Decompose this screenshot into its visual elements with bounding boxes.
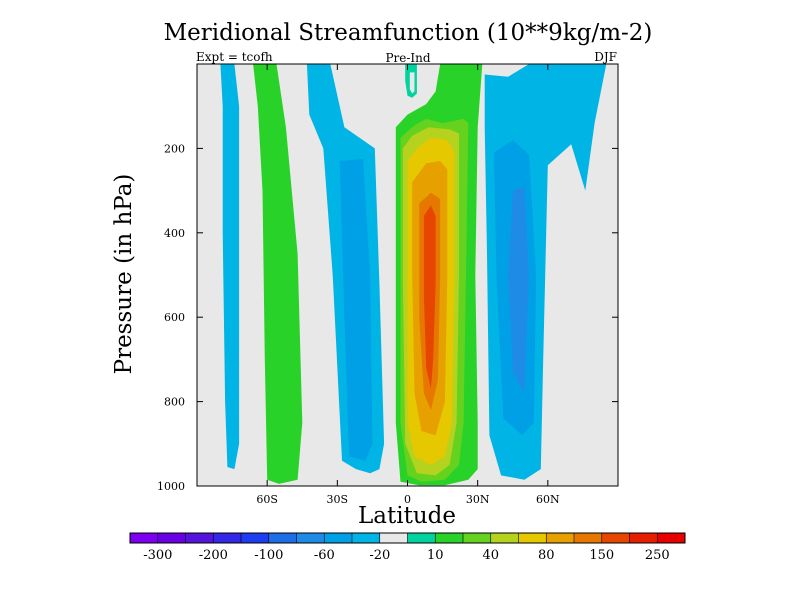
x-tick-label: 60S [256, 493, 278, 506]
colorbar-swatch [185, 533, 214, 543]
colorbar-swatch [463, 533, 492, 543]
chart-subtitle-right: DJF [594, 50, 617, 64]
upper-level-jet-gap [409, 72, 415, 94]
colorbar-swatch [268, 533, 297, 543]
southern-polar-easterly-cell [220, 64, 240, 470]
y-tick-label: 600 [164, 311, 185, 324]
colorbar-swatch [629, 533, 658, 543]
colorbar-swatch [352, 533, 381, 543]
chart-title: Meridional Streamfunction (10**9kg/m-2) [164, 20, 653, 46]
southern-polar-cell-inner [260, 68, 296, 474]
colorbar-label: -60 [314, 548, 335, 563]
colorbar-swatch [213, 533, 242, 543]
colorbar-label: 40 [483, 548, 500, 563]
northern-subtropical-jet-core [508, 186, 530, 394]
colorbar-swatch [574, 533, 603, 543]
y-tick-label: 1000 [157, 480, 185, 493]
southern-ferrel-cell-inner [339, 158, 373, 461]
colorbar-label: 250 [645, 548, 670, 563]
colorbar-swatch [518, 533, 547, 543]
colorbar-swatch [407, 533, 436, 543]
colorbar-label: -300 [143, 548, 172, 563]
colorbar-swatch [657, 533, 686, 543]
colorbar-swatch [546, 533, 575, 543]
y-tick-label: 800 [164, 396, 185, 409]
colorbar-swatch [296, 533, 325, 543]
chart-subtitle-left: Expt = tcofh [196, 50, 273, 64]
plot-area: 200 400 600 800 1000 60S 30S 0 30N 60N [157, 63, 619, 506]
colorbar-swatch [241, 533, 270, 543]
colorbar-label: -20 [369, 548, 390, 563]
colorbar-swatch [157, 533, 186, 543]
x-tick-label: 0 [404, 493, 411, 506]
colorbar-label: -100 [254, 548, 283, 563]
colorbar-swatch [601, 533, 630, 543]
colorbar-swatch [130, 533, 159, 543]
colorbar-swatch [324, 533, 353, 543]
chart-subtitle-center: Pre-Ind [385, 51, 430, 65]
colorbar-frame [129, 532, 686, 544]
contour-fills [220, 64, 607, 486]
colorbar-label: -200 [199, 548, 228, 563]
colorbar-swatch [379, 533, 408, 543]
colorbar-swatch [490, 533, 519, 543]
y-axis: 200 400 600 800 1000 [157, 142, 618, 493]
y-tick-label: 200 [164, 142, 185, 155]
x-tick-label: 30N [466, 493, 490, 506]
colorbar: -300 -200 -100 -60 -20 10 40 80 150 250 [129, 532, 686, 563]
colorbar-label: 80 [538, 548, 555, 563]
x-tick-label: 30S [327, 493, 349, 506]
colorbar-label: 10 [427, 548, 444, 563]
x-tick-label: 60N [536, 493, 560, 506]
colorbar-swatch [435, 533, 464, 543]
y-axis-label: Pressure (in hPa) [111, 174, 137, 375]
x-axis-label: Latitude [358, 503, 456, 529]
colorbar-label: 150 [589, 548, 614, 563]
hadley-cell-core [423, 205, 436, 389]
x-axis: 60S 30S 0 30N 60N [256, 64, 560, 506]
y-tick-label: 400 [164, 227, 185, 240]
